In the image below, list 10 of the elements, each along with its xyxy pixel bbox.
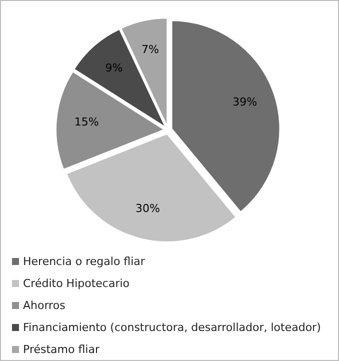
data-label: 9% (105, 62, 123, 75)
legend-label: Herencia o regalo fliar (23, 255, 146, 268)
legend-label: Financiamiento (constructora, desarrollador, loteador) (23, 321, 321, 334)
legend-label: Préstamo fliar (23, 343, 100, 356)
legend-label: Crédito Hipotecario (23, 277, 130, 290)
data-label: 30% (135, 202, 160, 216)
legend-label: Ahorros (23, 299, 66, 312)
data-label: 7% (141, 43, 159, 56)
data-label: 39% (232, 95, 258, 108)
data-label: 15% (74, 115, 99, 128)
